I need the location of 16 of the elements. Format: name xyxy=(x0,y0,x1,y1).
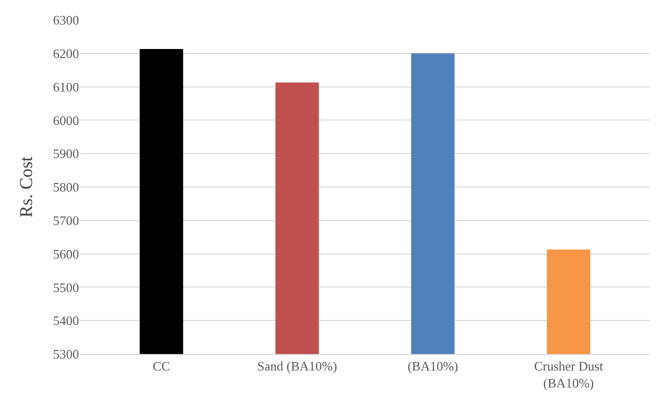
y-tick-label: 5600 xyxy=(53,246,79,262)
y-tick-label: 6100 xyxy=(53,79,79,94)
y-tick-label: 5500 xyxy=(53,280,79,295)
y-tick-label: 5900 xyxy=(53,146,79,162)
y-tick-label: 6300 xyxy=(53,12,79,28)
y-tick-label: 5700 xyxy=(53,212,79,228)
y-tick-label: 5800 xyxy=(53,180,79,195)
y-tick-label: 6000 xyxy=(53,112,79,128)
y-tick-label: 6200 xyxy=(53,46,79,61)
y-tick-label: 5300 xyxy=(53,346,79,362)
x-tick-label: CC xyxy=(152,358,170,374)
x-tick-label: Crusher Dust (BA10%) xyxy=(534,358,604,390)
x-tick-label: (BA10%) xyxy=(408,358,458,374)
x-tick-label: Sand (BA10%) xyxy=(257,358,338,374)
y-axis-title: Rs. Cost xyxy=(16,156,36,218)
y-tick-label: 5400 xyxy=(53,313,79,328)
